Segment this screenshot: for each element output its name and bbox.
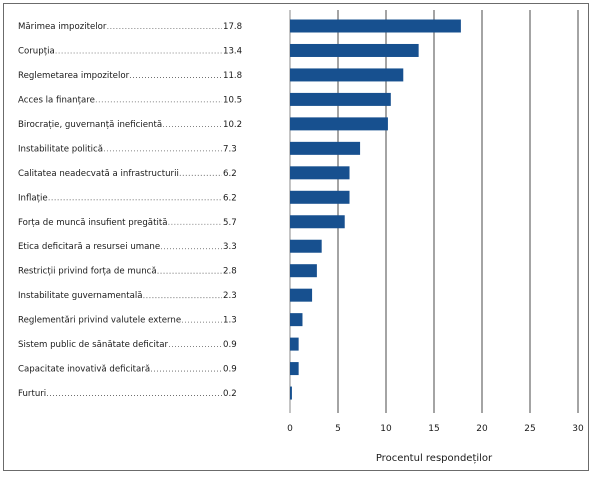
value-label-6: 7.3 <box>223 144 237 154</box>
value-label-13: 1.3 <box>223 316 237 326</box>
bar-1 <box>290 19 461 33</box>
bar-16 <box>290 386 292 400</box>
bar-7 <box>290 166 350 180</box>
category-label-3: Reglemetarea impozitelor <box>18 71 130 81</box>
bars-group <box>290 19 461 400</box>
value-label-5: 10.2 <box>223 120 242 130</box>
value-label-16: 0.2 <box>223 389 237 399</box>
bar-9 <box>290 215 345 229</box>
x-axis-title: Procentul respondeților <box>376 453 493 464</box>
category-label-12: Instabilitate guvernamentală <box>18 291 143 301</box>
category-label-15: Capacitate inovativă deficitară <box>18 365 150 375</box>
category-label-6: Instabilitate politică <box>18 144 103 154</box>
value-label-3: 11.8 <box>223 71 242 81</box>
x-tick-label-30: 30 <box>572 424 584 434</box>
category-label-2: Corupția <box>18 46 55 56</box>
bar-4 <box>290 92 391 106</box>
bar-15 <box>290 362 299 376</box>
bar-6 <box>290 141 361 155</box>
category-label-16: Furturi <box>18 389 46 399</box>
bar-13 <box>290 313 303 327</box>
value-label-7: 6.2 <box>223 169 237 179</box>
value-label-11: 2.8 <box>223 267 237 277</box>
x-tick-label-0: 0 <box>287 424 293 434</box>
category-label-11: Restricții privind forța de muncă <box>18 267 157 277</box>
value-label-1: 17.8 <box>223 22 242 32</box>
value-label-4: 10.5 <box>223 95 242 105</box>
bar-10 <box>290 239 322 253</box>
category-label-1: Mărimea impozitelor <box>18 22 107 32</box>
x-tick-label-25: 25 <box>524 424 535 434</box>
category-label-10: Etica deficitară a resursei umane <box>18 242 160 252</box>
value-label-2: 13.4 <box>223 46 242 56</box>
category-label-13: Reglementări privind valutele externe <box>18 316 181 326</box>
category-label-14: Sistem public de sănătate deficitar <box>18 340 169 350</box>
value-label-15: 0.9 <box>223 365 237 375</box>
bar-12 <box>290 288 313 302</box>
bar-3 <box>290 68 404 82</box>
category-labels: Mărimea impozitelor 17.8 Corupția 13.4 Regle… <box>18 22 242 399</box>
bar-8 <box>290 190 350 204</box>
category-label-8: Inflație <box>18 193 48 203</box>
bar-11 <box>290 264 317 278</box>
bar-2 <box>290 43 419 57</box>
category-label-9: Forța de muncă insufient pregătită <box>18 218 167 228</box>
category-label-5: Birocrație, guvernanță ineficientă <box>18 120 162 130</box>
value-label-8: 6.2 <box>223 193 237 203</box>
category-label-4: Acces la finanțare <box>18 95 95 105</box>
x-tick-label-15: 15 <box>428 424 439 434</box>
bar-14 <box>290 337 299 351</box>
x-tick-label-10: 10 <box>380 424 392 434</box>
category-label-7: Calitatea neadecvată a infrastructurii <box>18 169 179 179</box>
x-tick-label-5: 5 <box>335 424 341 434</box>
bar-5 <box>290 117 388 131</box>
value-label-12: 2.3 <box>223 291 237 301</box>
x-tick-label-20: 20 <box>476 424 488 434</box>
value-label-14: 0.9 <box>223 340 237 350</box>
x-tick-labels: 0 5 10 15 20 25 30 <box>287 424 584 434</box>
value-label-9: 5.7 <box>223 218 237 228</box>
value-label-10: 3.3 <box>223 242 237 252</box>
